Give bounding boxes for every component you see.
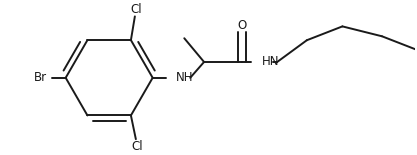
Text: Cl: Cl — [131, 140, 143, 153]
Text: Cl: Cl — [130, 3, 142, 16]
Text: Br: Br — [34, 71, 47, 84]
Text: O: O — [237, 19, 246, 32]
Text: NH: NH — [176, 71, 193, 84]
Text: HN: HN — [261, 55, 279, 69]
